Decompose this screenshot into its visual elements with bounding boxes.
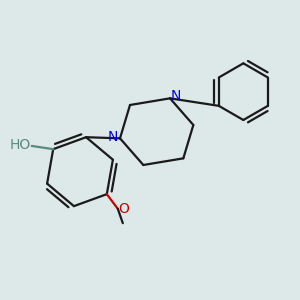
Text: N: N bbox=[107, 130, 118, 144]
Text: N: N bbox=[171, 89, 181, 103]
Text: O: O bbox=[118, 202, 129, 217]
Text: HO: HO bbox=[9, 138, 30, 152]
